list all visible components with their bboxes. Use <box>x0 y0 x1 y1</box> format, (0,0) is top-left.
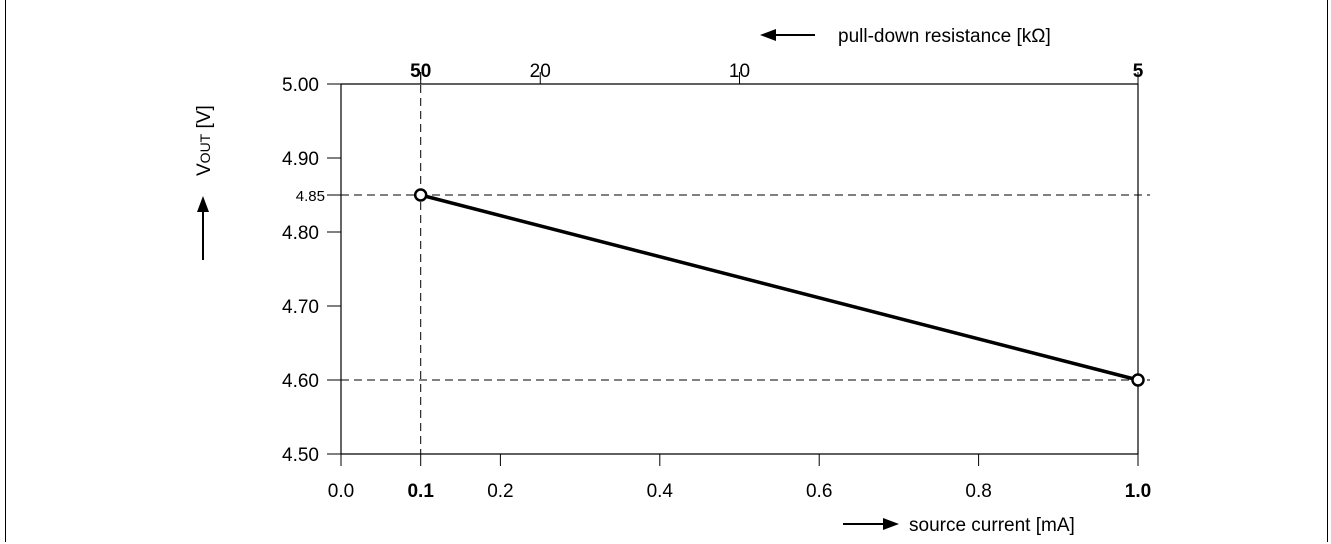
y-axis-title: VOUT [V] <box>194 105 215 176</box>
x-tick-label: 0.4 <box>647 481 674 502</box>
right-arrow-icon <box>883 518 899 530</box>
x-axis-title-group: source current [mA] <box>843 515 1075 536</box>
y-axis-title-group: VOUT [V] <box>194 105 215 260</box>
x-axis-title: source current [mA] <box>909 515 1075 536</box>
top-axis-title: pull-down resistance [kΩ] <box>838 26 1051 47</box>
left-arrow-icon <box>760 29 776 41</box>
y-axis-title-unit: [V] <box>194 105 215 134</box>
y-tick-label: 5.00 <box>282 75 319 96</box>
axes <box>340 83 1139 455</box>
y-extra-tick-label: 4.85 <box>296 188 325 205</box>
y-tick-label: 4.90 <box>282 149 319 170</box>
y-tick-label: 4.50 <box>282 445 319 466</box>
series-line <box>420 193 1139 382</box>
y-tick-label: 4.70 <box>282 297 319 318</box>
top-tick-label: 10 <box>729 61 750 82</box>
data-series <box>413 188 1145 387</box>
chart-frame <box>5 0 1328 542</box>
top-tick-label: 50 <box>410 61 431 82</box>
x-tick-label: 0.8 <box>965 481 991 502</box>
reference-lines <box>341 72 1150 454</box>
up-arrow-icon <box>197 196 209 212</box>
x-tick-label: 0.6 <box>806 481 832 502</box>
top-tick-label: 5 <box>1133 61 1144 82</box>
x-tick-label: 0.0 <box>328 481 354 502</box>
x-tick-label: 0.2 <box>487 481 513 502</box>
top-tick-label: 20 <box>530 61 551 82</box>
data-point-marker <box>1131 373 1145 387</box>
x-tick-label: 0.1 <box>407 481 434 502</box>
y-tick-label: 4.80 <box>282 223 319 244</box>
ticks: 4.50 4.60 4.70 4.80 4.90 5.00 4.85 0.0 0.1 0.2 0.4… <box>282 61 1151 502</box>
y-axis-title-sub: OUT <box>197 133 213 163</box>
x-tick-label: 1.0 <box>1125 481 1151 502</box>
data-point-marker <box>413 188 428 202</box>
top-axis-title-group: pull-down resistance [kΩ] <box>760 26 1051 47</box>
y-tick-label: 4.60 <box>282 371 319 392</box>
y-axis-title-main: V <box>194 163 215 176</box>
